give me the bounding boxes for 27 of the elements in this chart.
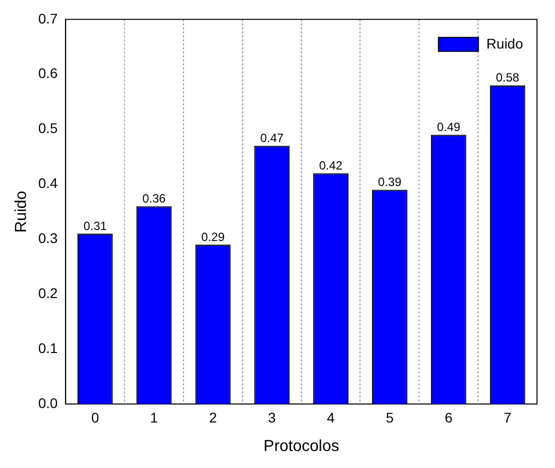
data-label: 0.36 [142, 192, 166, 206]
x-axis-title: Protocolos [264, 438, 340, 455]
x-tick-label: 0 [91, 409, 100, 426]
x-tick-label: 2 [209, 409, 218, 426]
y-tick-label: 0.4 [38, 175, 58, 192]
data-label: 0.31 [83, 218, 108, 233]
legend-label: Ruido [486, 35, 524, 52]
x-tick-label: 7 [504, 409, 512, 426]
y-axis-title: Ruido [13, 190, 30, 233]
y-tick-label: 0.7 [38, 10, 58, 26]
y-tick-label: 0.1 [38, 340, 58, 356]
data-label: 0.49 [436, 120, 461, 134]
data-label: 0.42 [319, 158, 343, 173]
data-label: 0.58 [496, 70, 520, 85]
x-tick-label: 1 [150, 409, 158, 426]
y-tick-label: 0.3 [38, 230, 58, 246]
y-tick-label: 0.6 [38, 65, 58, 82]
x-tick-label: 4 [326, 409, 335, 426]
data-label: 0.47 [260, 131, 284, 146]
data-label: 0.29 [201, 230, 225, 244]
x-tick-label: 6 [444, 409, 453, 426]
y-tick-label: 0.5 [38, 120, 58, 136]
x-tick-label: 3 [268, 409, 276, 426]
data-label: 0.39 [378, 175, 402, 190]
y-tick-label: 0.0 [38, 394, 58, 411]
x-tick-label: 5 [386, 409, 394, 426]
y-tick-label: 0.2 [38, 284, 58, 301]
